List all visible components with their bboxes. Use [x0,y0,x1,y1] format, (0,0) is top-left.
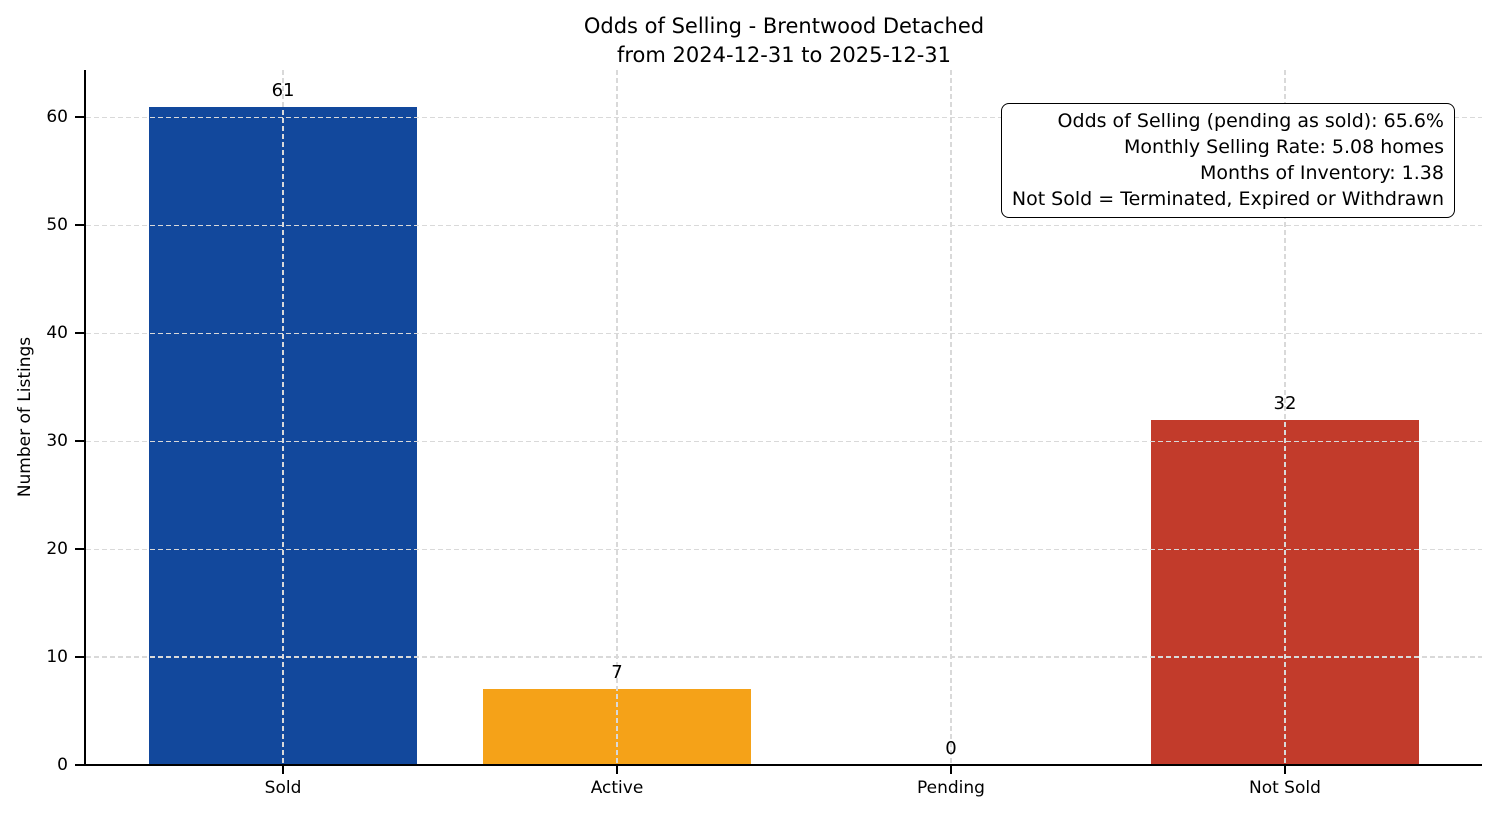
bar-value-label: 32 [1273,392,1297,414]
y-tick-mark [75,764,84,766]
gridline-vertical [950,70,952,765]
bar-value-label: 0 [945,738,957,759]
annotation-box: Odds of Selling (pending as sold): 65.6%… [1000,103,1455,218]
annotation-monthly-selling-rate: Monthly Selling Rate: 5.08 homes [1124,136,1444,158]
plot-area: 0 10 20 30 40 50 60 Sold 61 Active 7 Pending 0 Not So… [46,70,1482,798]
y-tick-mark [75,548,84,551]
y-tick-label: 40 [46,323,68,344]
gridline-horizontal [86,656,1482,658]
chart-title: Odds of Selling - Brentwood Detached fro… [86,12,1482,70]
y-tick-label: 50 [46,215,68,236]
y-tick-label: 30 [46,431,68,452]
x-tick-mark [1283,765,1286,774]
gridline-vertical [616,70,618,765]
x-axis-spine [84,763,1482,766]
gridline-horizontal [86,440,1482,442]
y-axis-spine [84,70,87,766]
x-tick-label: Pending [917,778,985,798]
gridline-horizontal [86,332,1482,334]
y-tick-label: 20 [46,539,68,560]
y-tick-mark [75,440,84,443]
y-tick-mark [75,656,84,659]
y-tick-mark [75,332,84,335]
bar-value-label: 61 [271,79,295,101]
y-tick-mark [75,116,84,119]
x-tick-mark [949,765,952,774]
annotation-odds-of-selling: Odds of Selling (pending as sold): 65.6% [1057,110,1444,132]
x-tick-label: Not Sold [1249,778,1321,798]
y-tick-label: 60 [46,107,68,128]
annotation-months-of-inventory: Months of Inventory: 1.38 [1200,162,1444,184]
y-axis-label: Number of Listings [15,336,35,498]
gridline-vertical [282,70,284,765]
x-tick-mark [282,765,285,774]
x-tick-label: Sold [264,778,302,798]
chart-title-line1: Odds of Selling - Brentwood Detached [583,14,985,38]
gridline-horizontal [86,548,1482,550]
y-tick-label: 0 [57,755,68,775]
chart-title-line2: from 2024-12-31 to 2025-12-31 [616,43,952,67]
x-tick-mark [616,765,618,774]
x-tick-label: Active [590,778,644,798]
y-tick-label: 10 [46,647,68,668]
gridline-horizontal [86,116,1482,119]
annotation-not-sold-definition: Not Sold = Terminated, Expired or Withdr… [1011,188,1444,210]
bar-value-label: 7 [611,662,623,684]
y-tick-mark [75,224,84,227]
gridline-horizontal [86,224,1482,226]
gridline-vertical [1284,70,1286,765]
